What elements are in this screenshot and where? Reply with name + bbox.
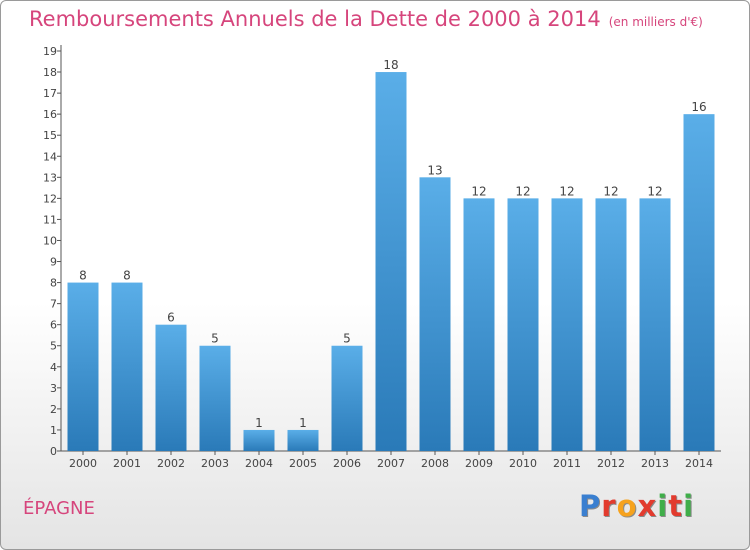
bar (331, 345, 363, 451)
bar-value-label: 6 (167, 311, 175, 325)
x-tick-label: 2010 (509, 457, 537, 470)
bar-value-label: 13 (427, 163, 442, 177)
bar (463, 198, 495, 451)
bar (507, 198, 539, 451)
x-tick-label: 2007 (377, 457, 405, 470)
y-tick-label: 5 (50, 340, 57, 353)
bar-value-label: 5 (343, 332, 351, 346)
logo-letter: x (637, 489, 658, 523)
y-tick-label: 12 (43, 192, 57, 205)
x-tick-label: 2011 (553, 457, 581, 470)
bar-value-label: 18 (383, 58, 398, 72)
y-tick-label: 8 (50, 277, 57, 290)
y-tick-label: 17 (43, 87, 57, 100)
y-tick-label: 2 (50, 403, 57, 416)
logo-letter: r (601, 489, 617, 523)
logo-letter: P (579, 489, 602, 523)
proxiti-logo: Proxiti (579, 489, 694, 523)
bar (111, 282, 143, 451)
bar (419, 177, 451, 451)
x-tick-label: 2013 (641, 457, 669, 470)
chart-title: Remboursements Annuels de la Dette de 20… (29, 7, 601, 31)
x-tick-label: 2014 (685, 457, 713, 470)
x-tick-label: 2012 (597, 457, 625, 470)
bar (287, 429, 319, 451)
logo-letter: i (683, 489, 695, 523)
y-tick-label: 10 (43, 234, 57, 247)
x-tick-label: 2000 (69, 457, 97, 470)
bar-value-label: 5 (211, 332, 219, 346)
x-tick-label: 2003 (201, 457, 229, 470)
x-tick-label: 2001 (113, 457, 141, 470)
y-tick-label: 19 (43, 45, 57, 58)
bar (67, 282, 99, 451)
bar-value-label: 12 (559, 184, 574, 198)
y-tick-label: 15 (43, 129, 57, 142)
chart-title-line: Remboursements Annuels de la Dette de 20… (29, 7, 703, 31)
x-tick-label: 2006 (333, 457, 361, 470)
bar-value-label: 8 (123, 269, 131, 283)
x-tick-label: 2005 (289, 457, 317, 470)
bar-value-label: 8 (79, 269, 87, 283)
bar (199, 345, 231, 451)
commune-name: ÉPAGNE (23, 498, 95, 519)
bar (551, 198, 583, 451)
x-tick-label: 2009 (465, 457, 493, 470)
bar-value-label: 16 (691, 100, 706, 114)
bar-value-label: 12 (647, 184, 662, 198)
y-tick-label: 3 (50, 382, 57, 395)
y-tick-label: 1 (50, 424, 57, 437)
y-tick-label: 18 (43, 66, 57, 79)
y-tick-label: 7 (50, 298, 57, 311)
bar-value-label: 12 (515, 184, 530, 198)
y-tick-label: 0 (50, 445, 57, 458)
x-tick-label: 2002 (157, 457, 185, 470)
y-tick-label: 16 (43, 108, 57, 121)
y-tick-label: 11 (43, 213, 57, 226)
bar (375, 72, 407, 451)
bar (639, 198, 671, 451)
bar-value-label: 12 (471, 184, 486, 198)
bar (683, 114, 715, 451)
bar (155, 324, 187, 451)
y-tick-label: 13 (43, 171, 57, 184)
bar (595, 198, 627, 451)
bar (243, 429, 275, 451)
x-tick-label: 2008 (421, 457, 449, 470)
y-tick-label: 14 (43, 150, 57, 163)
logo-letter: t (668, 489, 684, 523)
y-tick-label: 6 (50, 319, 57, 332)
logo-letter: i (657, 489, 669, 523)
y-tick-label: 4 (50, 361, 57, 374)
x-tick-label: 2004 (245, 457, 273, 470)
bar-value-label: 1 (255, 416, 263, 430)
chart-subtitle: (en milliers d'€) (608, 15, 703, 29)
logo-letter: o (616, 489, 638, 523)
bar-value-label: 12 (603, 184, 618, 198)
y-tick-label: 9 (50, 256, 57, 269)
bar-value-label: 1 (299, 416, 307, 430)
